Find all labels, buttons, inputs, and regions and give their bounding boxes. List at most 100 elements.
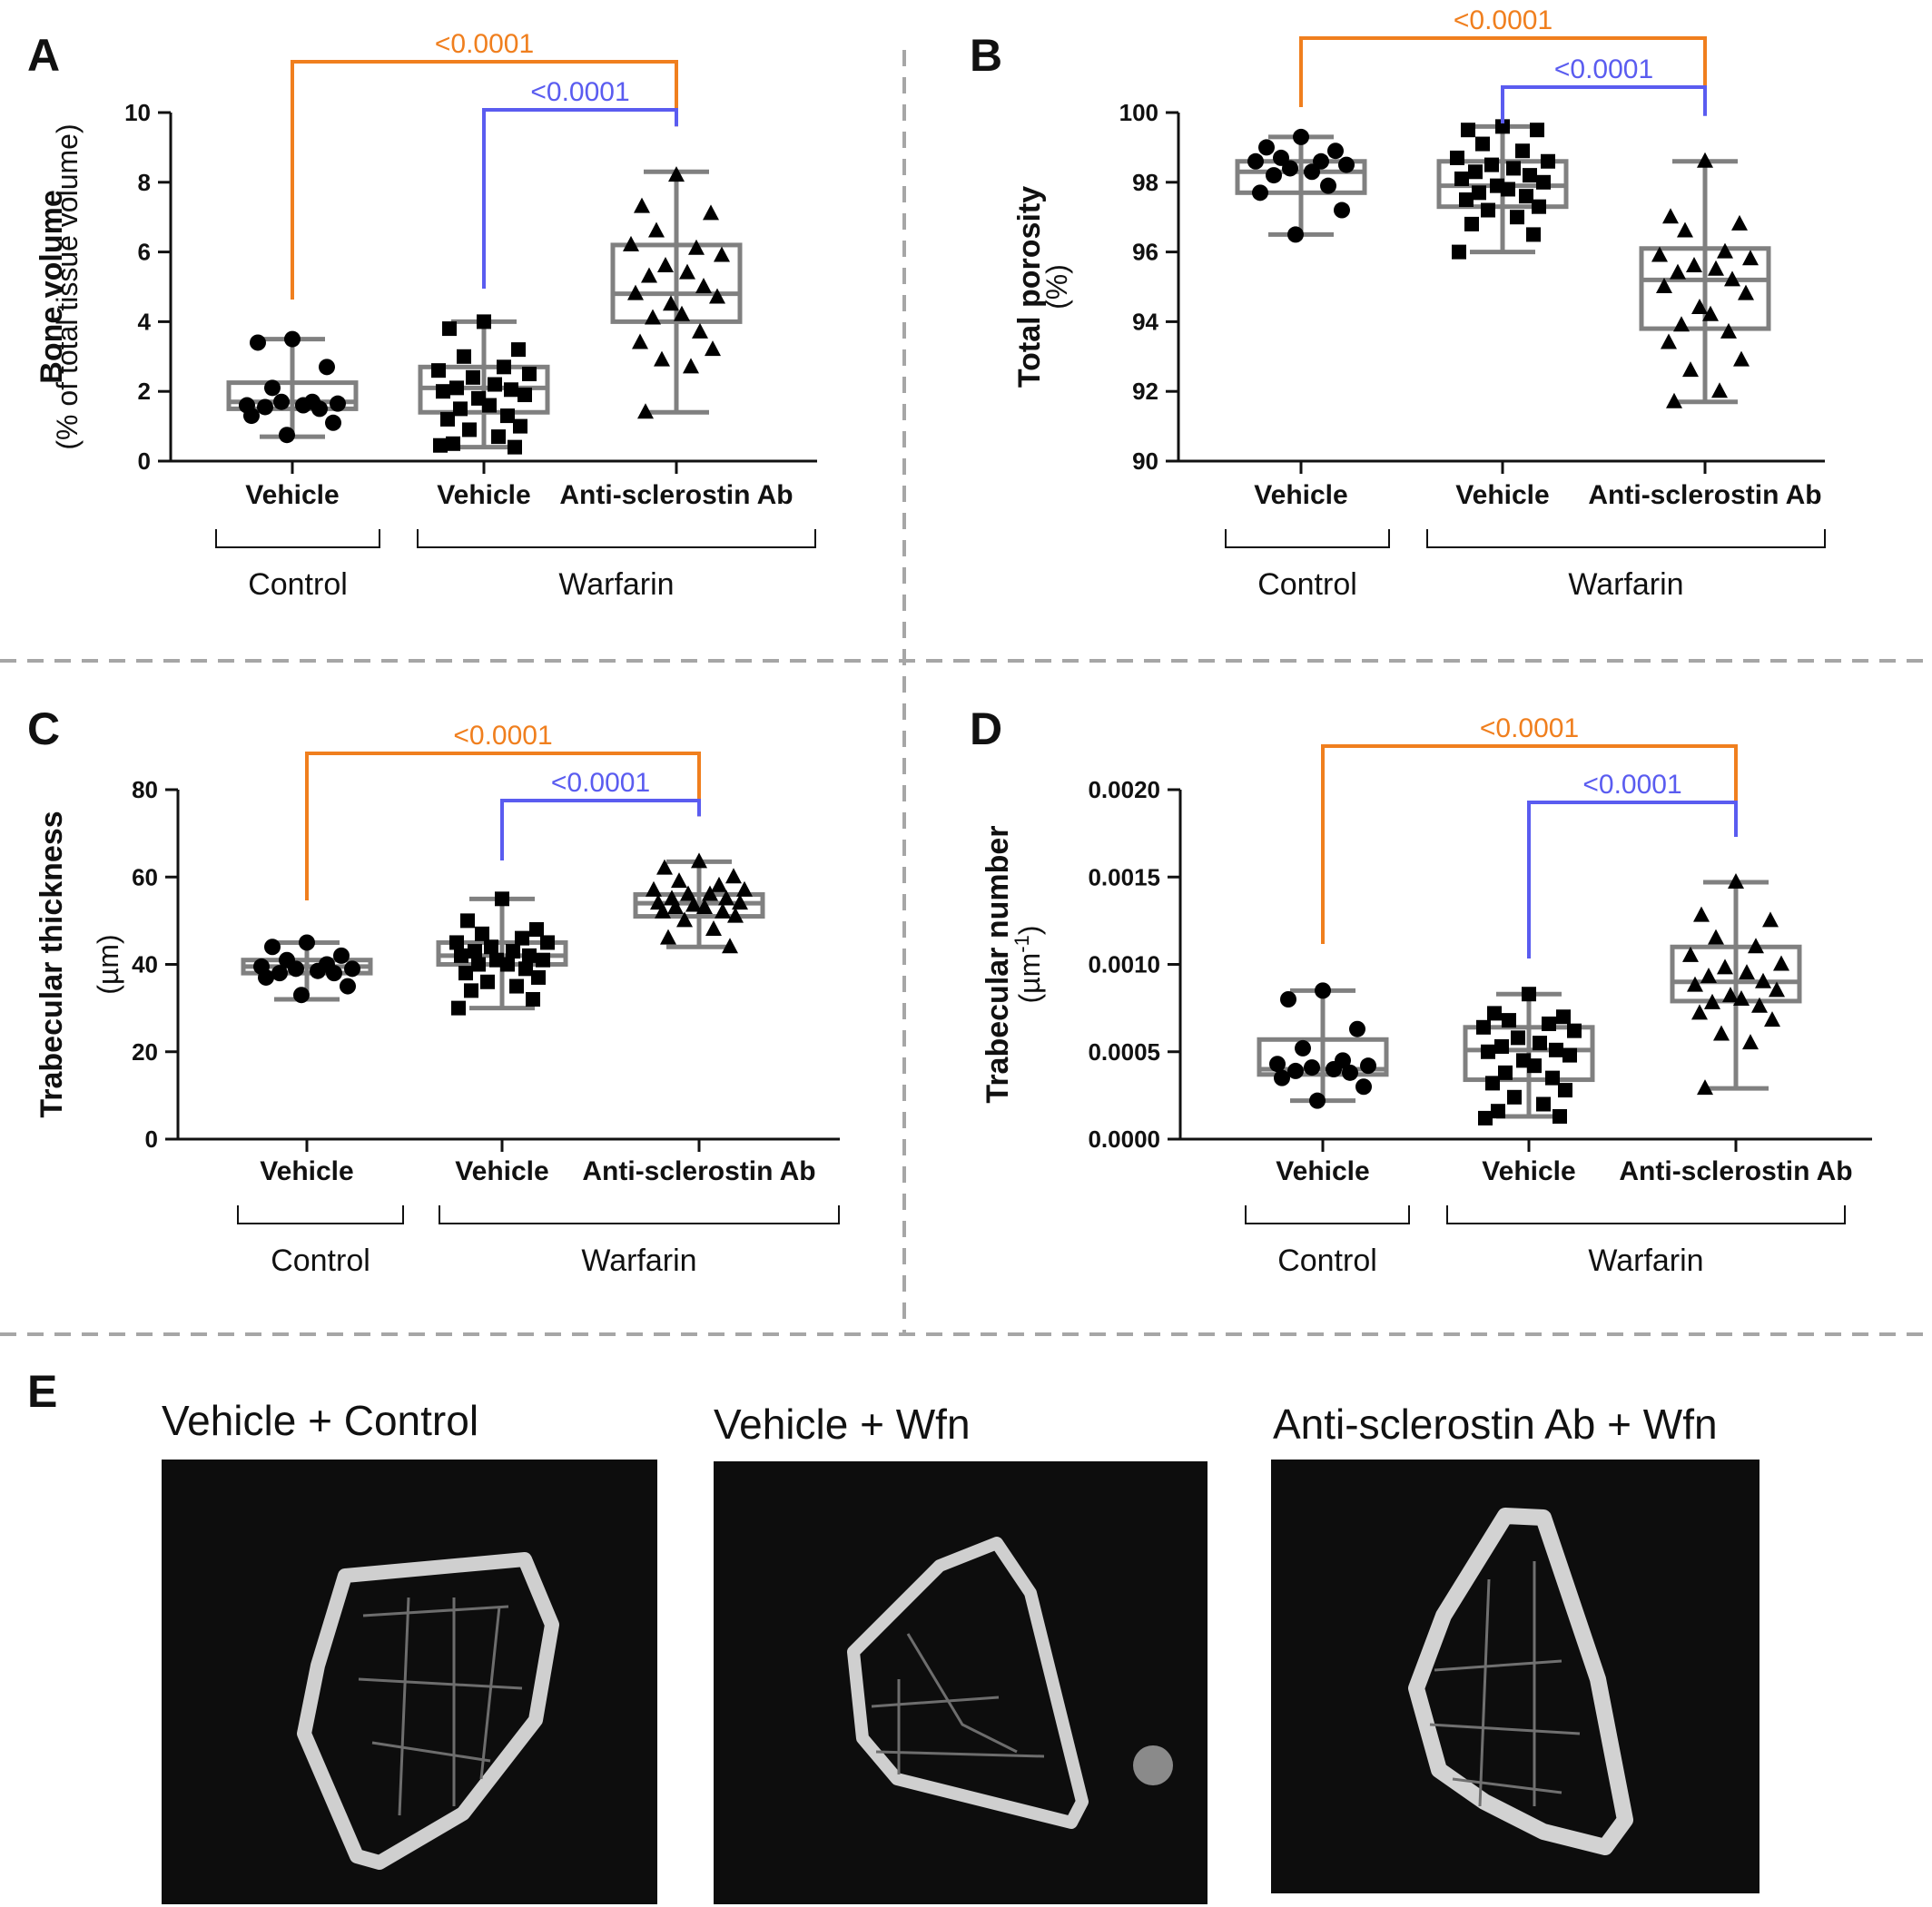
data-point bbox=[471, 957, 486, 972]
data-point bbox=[449, 935, 464, 950]
data-point bbox=[1526, 227, 1541, 242]
category-label: Vehicle bbox=[1455, 480, 1549, 510]
data-point bbox=[1510, 210, 1524, 225]
data-point bbox=[295, 397, 311, 414]
data-point bbox=[1280, 991, 1296, 1008]
data-point bbox=[344, 960, 360, 978]
data-point bbox=[518, 388, 532, 403]
data-point bbox=[680, 885, 696, 901]
data-point bbox=[1287, 1062, 1304, 1079]
data-point bbox=[1501, 182, 1515, 197]
group-label: Control bbox=[1257, 567, 1357, 602]
data-point bbox=[674, 305, 690, 321]
y-axis-sublabel: (µm) bbox=[92, 934, 124, 994]
group-label: Warfarin bbox=[581, 1243, 696, 1278]
group-label: Warfarin bbox=[558, 567, 674, 602]
p-value-label: <0.0001 bbox=[1480, 713, 1579, 743]
data-point bbox=[705, 340, 721, 357]
data-point bbox=[433, 437, 448, 453]
data-point bbox=[1485, 1076, 1500, 1091]
data-point bbox=[311, 400, 328, 418]
ct-image-1 bbox=[162, 1460, 657, 1904]
data-point bbox=[522, 948, 537, 963]
data-point bbox=[243, 408, 260, 425]
data-point bbox=[1287, 226, 1304, 243]
data-point bbox=[1556, 1009, 1571, 1025]
ct-caption-1: Vehicle + Control bbox=[162, 1397, 479, 1444]
data-point bbox=[1751, 997, 1768, 1013]
ct-caption-3: Anti-sclerostin Ab + Wfn bbox=[1273, 1401, 1718, 1448]
data-point bbox=[488, 377, 502, 392]
data-point bbox=[1274, 1069, 1290, 1086]
data-point bbox=[1532, 199, 1546, 214]
data-point bbox=[722, 938, 738, 954]
group-bracket bbox=[439, 1205, 840, 1224]
data-point bbox=[1700, 967, 1717, 983]
data-point bbox=[627, 284, 644, 300]
data-point bbox=[679, 263, 695, 280]
data-point bbox=[462, 422, 477, 437]
data-point bbox=[536, 952, 550, 968]
data-point bbox=[663, 295, 679, 311]
data-point bbox=[526, 992, 540, 1007]
data-point bbox=[668, 166, 685, 182]
data-point bbox=[495, 891, 509, 907]
data-point bbox=[1724, 270, 1740, 287]
data-point bbox=[1762, 911, 1779, 928]
data-point bbox=[1502, 1013, 1516, 1028]
group-bracket bbox=[417, 529, 816, 548]
data-point bbox=[1651, 246, 1668, 262]
data-point bbox=[1461, 123, 1475, 138]
data-point bbox=[1666, 392, 1682, 408]
data-point bbox=[518, 961, 533, 977]
p-value-label: <0.0001 bbox=[551, 768, 650, 798]
data-point bbox=[1693, 906, 1710, 922]
data-point bbox=[1464, 216, 1479, 231]
data-point bbox=[477, 314, 491, 329]
y-tick-label: 20 bbox=[132, 1038, 158, 1066]
category-label: Vehicle bbox=[1482, 1156, 1575, 1186]
data-point bbox=[1697, 1079, 1713, 1096]
p-value-label: <0.0001 bbox=[1554, 54, 1653, 84]
data-point bbox=[1523, 168, 1537, 183]
data-point bbox=[1360, 1057, 1376, 1075]
data-point bbox=[1541, 153, 1555, 169]
data-point bbox=[457, 349, 471, 364]
data-point bbox=[325, 414, 341, 431]
data-point bbox=[460, 913, 475, 929]
data-point bbox=[1773, 955, 1789, 971]
panel-letter: B bbox=[970, 30, 1002, 81]
data-point bbox=[531, 969, 546, 985]
group-bracket bbox=[215, 529, 380, 548]
category-label: Vehicle bbox=[455, 1156, 548, 1186]
series-3 bbox=[1670, 873, 1802, 1096]
data-point bbox=[436, 384, 450, 399]
series-2 bbox=[1436, 119, 1569, 260]
data-point bbox=[1338, 156, 1355, 173]
data-point bbox=[623, 235, 639, 251]
y-tick-label: 60 bbox=[132, 863, 158, 890]
ct-image-3 bbox=[1271, 1460, 1760, 1893]
data-point bbox=[310, 962, 326, 979]
data-point bbox=[522, 367, 537, 381]
data-point bbox=[508, 439, 522, 455]
data-point bbox=[1682, 361, 1699, 378]
data-point bbox=[1498, 1065, 1513, 1080]
data-point bbox=[464, 983, 478, 998]
data-point bbox=[1519, 189, 1533, 204]
data-point bbox=[695, 278, 712, 293]
series-3 bbox=[610, 166, 743, 419]
category-label: Anti-sclerostin Ab bbox=[1588, 480, 1821, 510]
data-point bbox=[506, 944, 520, 959]
p-value-label: <0.0001 bbox=[1582, 770, 1681, 800]
data-point bbox=[1452, 244, 1466, 260]
data-point bbox=[727, 907, 744, 923]
data-point bbox=[705, 920, 722, 936]
y-axis-sublabel: (% of total tissue volume) bbox=[51, 123, 84, 449]
significance-bracket bbox=[1321, 744, 1738, 944]
data-point bbox=[1731, 214, 1748, 231]
data-point bbox=[1704, 993, 1720, 1009]
box bbox=[1639, 246, 1771, 331]
series-2 bbox=[418, 314, 550, 455]
data-point bbox=[458, 966, 473, 981]
